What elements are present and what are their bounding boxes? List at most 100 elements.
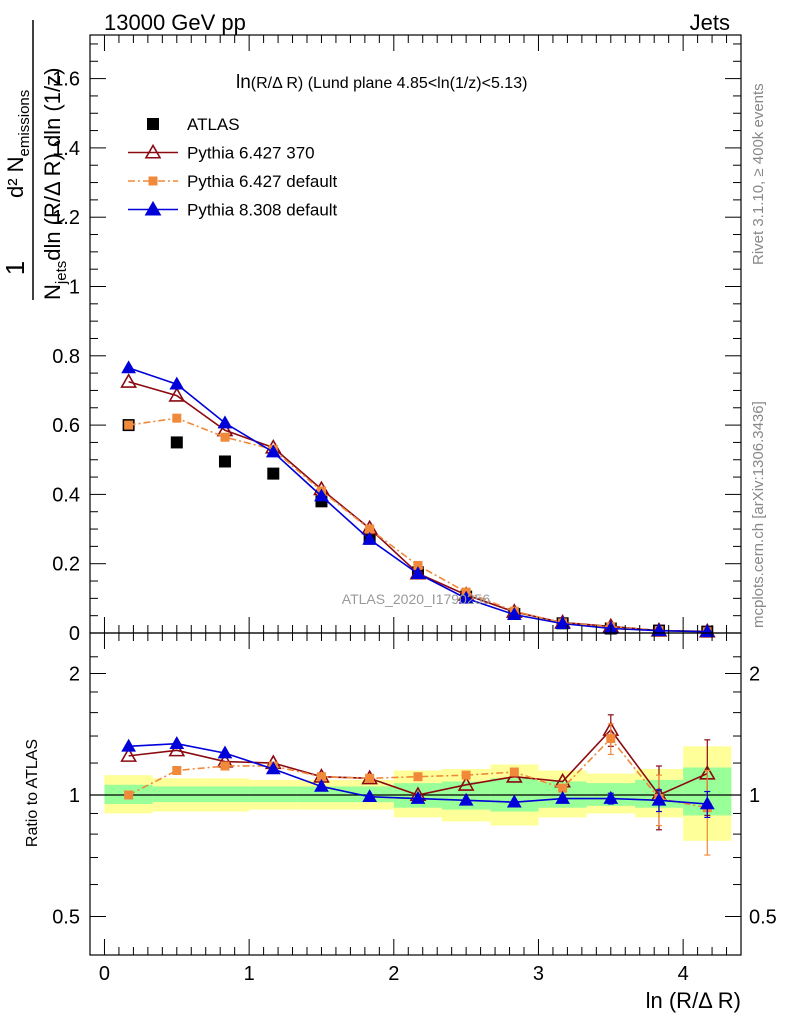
ratio-data-point [699, 796, 715, 810]
ratio-plot-marks [90, 714, 741, 856]
legend-label: Pythia 6.427 370 [187, 144, 315, 163]
main-y-tick-label: 0 [69, 623, 80, 645]
ratio-x-tick-label: 0 [99, 963, 110, 985]
legend-label: ATLAS [187, 115, 240, 134]
header-left: 13000 GeV pp [104, 10, 246, 35]
main-y-tick-label: 0.8 [52, 346, 80, 368]
ratio-data-point [168, 741, 186, 757]
ratio-y-tick-label-right: 2 [749, 664, 760, 686]
main-y-tick-label: 0.4 [52, 484, 80, 506]
ratio-data-point [365, 773, 375, 783]
uncertainty-band-green [297, 786, 346, 803]
data-point [168, 387, 186, 402]
ratio-data-point [316, 772, 326, 782]
ratio-x-tick-label: 3 [533, 963, 544, 985]
data-point [506, 607, 522, 620]
ratio-data-point [458, 792, 474, 806]
data-point [121, 360, 137, 374]
ratio-data-point [217, 745, 233, 759]
data-point [458, 590, 474, 604]
legend-marker [147, 118, 159, 130]
main-y-tick-label: 1.6 [52, 69, 80, 91]
analysis-watermark: ATLAS_2020_I1790256 [342, 591, 491, 607]
header-right: Jets [690, 10, 730, 35]
main-plot-title: ln(R/Δ R) (Lund plane 4.85<ln(1/z)<5.13) [236, 72, 527, 93]
data-point [265, 444, 281, 458]
main-plot-ticks: 0 0.2 0.4 0.6 0.8 1 1.2 1.4 1.6 [52, 35, 742, 645]
ratio-data-point [362, 789, 378, 803]
main-y-tick-label: 0.6 [52, 415, 80, 437]
ratio-data-point [606, 734, 616, 744]
title-main: ln [236, 72, 251, 93]
ratio-data-point [603, 790, 619, 804]
ratio-data-point [555, 790, 571, 804]
side-text-mcplots: mcplots.cern.ch [arXiv:1306.3436] [750, 401, 767, 628]
ratio-y-tick-label-right: 0.5 [749, 907, 777, 929]
ratio-x-tick-label: 4 [678, 963, 689, 985]
ratio-data-point [413, 772, 423, 782]
ratio-data-point [265, 761, 281, 775]
ratio-data-point [410, 790, 426, 804]
ratio-plot-ticks: 0.5 0.5 1 1 2 2 0 1 2 3 4 [52, 633, 777, 985]
ratio-data-point [120, 747, 138, 762]
legend-label: Pythia 6.427 default [187, 172, 338, 191]
data-point [267, 467, 280, 480]
main-y-tick-label: 1.2 [52, 207, 80, 229]
main-y-axis-label: 1 d² Nemissions Njetsdln (R/Δ R) dln (1/… [0, 20, 70, 300]
data-point [169, 376, 185, 390]
y-label-numerator: d² Nemissions [3, 90, 33, 198]
legend-marker [144, 143, 162, 159]
data-point [555, 616, 571, 629]
ratio-y-tick-label: 0.5 [52, 907, 80, 929]
data-point [120, 373, 138, 388]
title-sub: (R/Δ R) [251, 75, 303, 92]
main-y-tick-label: 1 [69, 277, 80, 299]
ratio-plot-frame [89, 632, 742, 956]
ratio-data-point [461, 770, 471, 780]
data-point [413, 560, 423, 570]
ratio-data-point [169, 736, 185, 749]
ratio-data-point [124, 790, 134, 800]
side-text-rivet: Rivet 3.1.10, ≥ 400k events [750, 83, 767, 265]
x-axis-label: ln (R/Δ R) [646, 988, 741, 1013]
ratio-data-point [220, 761, 230, 771]
y-label-one: 1 [0, 261, 30, 275]
ratio-y-axis-label: Ratio to ATLAS [24, 739, 41, 847]
main-y-tick-label: 1.4 [52, 138, 80, 160]
ratio-data-point [509, 767, 519, 777]
ratio-data-point [558, 783, 568, 793]
ratio-y-tick-label: 2 [69, 664, 80, 686]
legend-label: Pythia 8.308 default [187, 201, 338, 220]
main-y-tick-label: 0.2 [52, 554, 80, 576]
data-point [362, 531, 378, 545]
data-point [365, 524, 375, 534]
ratio-data-point [121, 738, 137, 752]
ratio-data-point [314, 778, 329, 792]
ratio-y-tick-label: 1 [69, 785, 80, 807]
uncertainty-band-green [200, 786, 250, 803]
ratio-data-point [651, 792, 667, 806]
ratio-plot-panel: 0.5 0.5 1 1 2 2 0 1 2 3 4 Ratio to ATLAS ln (R/Δ R… [24, 632, 777, 1013]
legend: ATLAS Pythia 6.427 370 Pythia 6.427 defaul… [128, 115, 338, 220]
data-point [218, 455, 231, 468]
uncertainty-band-green [249, 786, 298, 803]
data-point [220, 432, 230, 442]
data-point [170, 436, 183, 449]
ratio-data-point [172, 766, 182, 776]
ratio-series-pythia-8-308-default [121, 736, 715, 819]
data-point [124, 420, 134, 430]
data-point [217, 415, 233, 429]
data-point [314, 488, 329, 502]
title-rest: (Lund plane 4.85<ln(1/z)<5.13) [303, 75, 527, 92]
main-plot-panel: 0 0.2 0.4 0.6 0.8 1 1.2 1.4 1.6 ln(R/Δ R) (Lund … [0, 20, 742, 645]
uncertainty-band-green [152, 786, 201, 803]
data-point [410, 566, 426, 580]
legend-marker [148, 176, 158, 186]
ratio-x-tick-label: 2 [388, 963, 399, 985]
y-label-denominator: Njetsdln (R/Δ R) dln (1/z) [40, 68, 70, 300]
ratio-y-tick-label-right: 1 [749, 785, 760, 807]
data-point [172, 413, 182, 423]
ratio-x-tick-label: 1 [244, 963, 255, 985]
legend-marker [144, 200, 162, 216]
